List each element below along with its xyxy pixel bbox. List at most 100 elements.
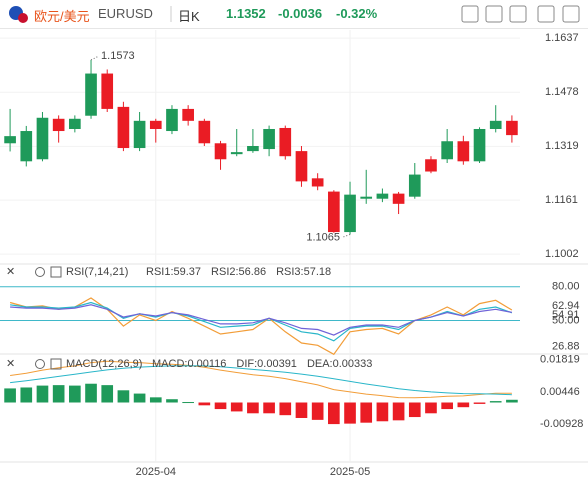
indicator-title: RSI(7,14,21) [66,266,128,278]
y-tick-label: 1.1002 [545,248,579,260]
macd-bar [198,402,211,406]
close-icon: ✕ [6,266,15,278]
macd-bar [101,385,114,403]
y-tick-label: 26.88 [552,340,580,352]
macd-bar [344,402,356,424]
eye-icon [50,358,62,370]
y-tick-label: 54.91 [552,309,580,321]
y-tick-label: 1.1637 [545,32,579,44]
y-tick-label: 1.1319 [545,140,579,152]
candle-body [295,151,308,182]
candle-body [279,127,292,157]
x-tick-label: 2025-05 [330,466,370,478]
y-tick-label: 1.1161 [545,194,578,206]
macd-bar [214,402,227,410]
rsi-line [10,301,513,342]
candle-body [198,120,211,144]
candle-body [214,143,227,160]
candle-body [408,174,421,197]
rsi-line [10,304,513,336]
macd-line [10,360,512,399]
annotation: 1.1065 [306,231,340,243]
legend-label: RSI2:56.86 [211,266,266,278]
candle-body [441,141,453,160]
legend-label: RSI1:59.37 [146,266,201,278]
macd-bar [408,402,421,418]
candle-body [52,118,65,132]
y-tick-label: 0.01819 [540,354,580,366]
macd-bar [425,402,437,414]
change-pct: -0.32% [336,6,378,21]
annotation: 1.1573 [101,50,135,62]
settings-icon[interactable] [35,359,45,369]
macd-bar [182,402,194,404]
candle-body [473,128,486,162]
indicator-title: MACD(12,26,9) [66,358,142,370]
candle-body [311,178,324,187]
macd-bar [360,402,373,423]
candle-body [101,73,114,109]
header-icons [9,5,580,23]
macd-bar [247,402,259,414]
close-icon: ✕ [6,358,15,370]
candle-body [149,120,162,129]
close-icon[interactable] [562,5,580,23]
legend-label: DIF:0.00391 [236,358,297,370]
macd-bar [473,402,486,404]
annotation-leader [90,55,100,61]
candle-body [69,118,81,129]
macd-bar [392,402,405,421]
candle-body [230,152,243,155]
candle-body [392,193,405,204]
eye-icon [50,266,62,278]
price: 1.1352 [226,6,266,21]
period[interactable]: 日K [178,9,200,24]
tool-icon[interactable] [509,5,527,23]
macd-line [10,365,512,396]
tool-icon[interactable] [485,5,503,23]
candle-body [182,108,194,121]
y-tick-label: 0.00446 [540,386,580,398]
candle-body [506,120,518,136]
macd-bar [36,385,49,403]
candle-body [376,193,389,199]
macd-bar [4,388,16,403]
candle-body [85,73,97,116]
macd-bar [263,402,275,414]
code: EURUSD [98,6,153,21]
candle-body [166,108,178,132]
flag-icon [18,13,28,23]
candle-body [133,120,146,149]
candle-body [344,194,356,233]
macd-bar [376,402,389,422]
candle-body [263,128,275,150]
macd-bar [279,402,292,416]
y-tick-label: 62.94 [552,300,580,312]
macd-bar [230,402,243,412]
macd-bar [69,385,81,403]
legend-label: DEA:0.00333 [307,358,372,370]
candle-body [247,146,259,152]
macd-bar [166,399,178,403]
candle-body [425,159,437,172]
macd-bar [506,399,518,403]
legend-label: RSI3:57.18 [276,266,331,278]
change: -0.0036 [278,6,323,21]
macd-bar [457,402,470,408]
macd-bar [311,402,324,420]
y-tick-label: 1.1478 [545,86,579,98]
candle-body [360,196,373,199]
candle-body [20,131,33,162]
candle-body [4,136,16,144]
x-tick-label: 2025-04 [136,466,176,478]
expand-icon[interactable] [537,5,555,23]
settings-icon[interactable] [35,267,45,277]
macd-bar [489,401,502,403]
y-tick-label: 80.00 [552,281,580,293]
tool-icon[interactable] [461,5,479,23]
macd-bar [328,402,340,425]
header: 欧元/美元 EURUSD 日K 1.1352 -0.0036 -0.32% [0,0,588,29]
y-tick-label: 50.00 [552,314,580,326]
